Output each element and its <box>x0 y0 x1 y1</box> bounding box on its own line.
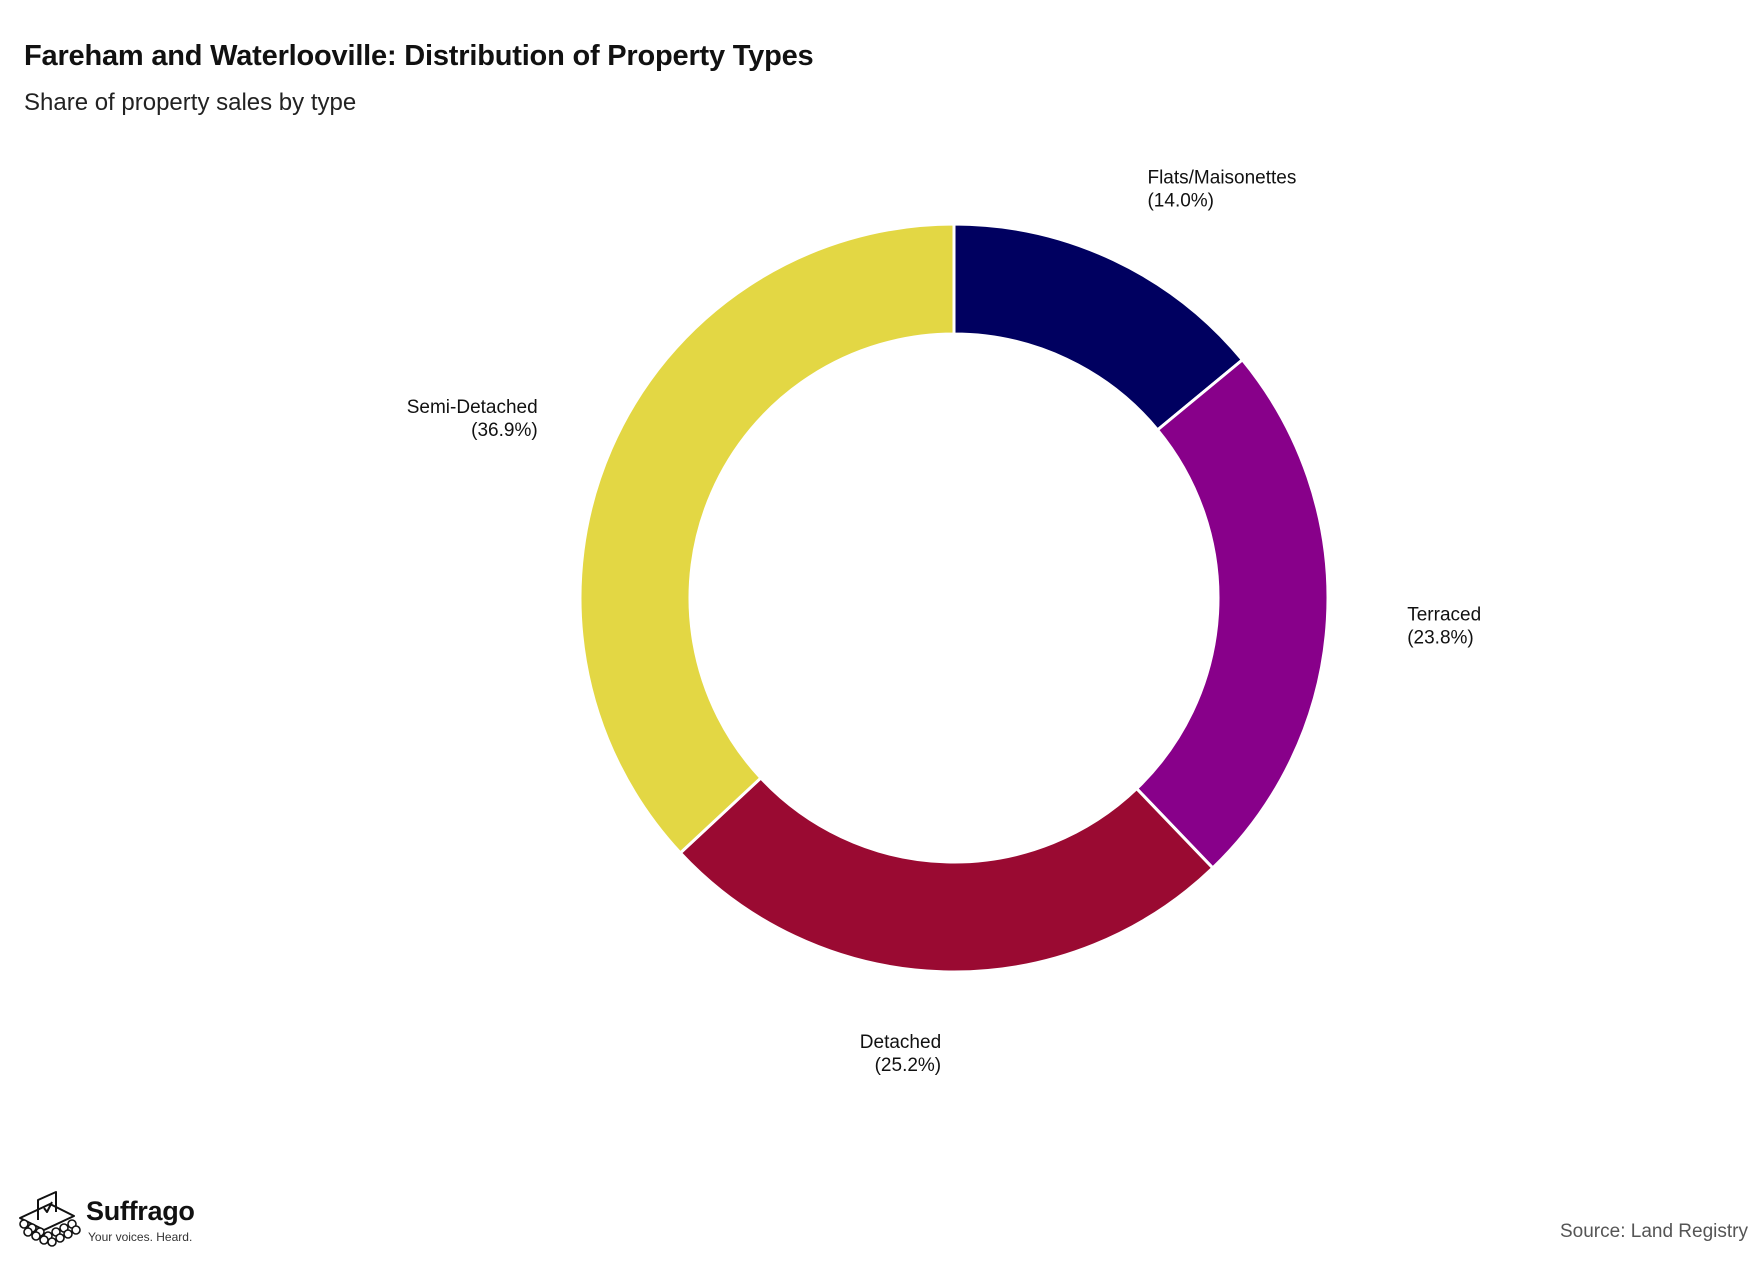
chart-title: Fareham and Waterlooville: Distribution … <box>24 40 814 72</box>
slice-label-value: (23.8%) <box>1407 627 1474 648</box>
slice-label-value: (36.9%) <box>471 420 538 441</box>
ballot-box-icon <box>19 1191 81 1247</box>
chart-subtitle: Share of property sales by type <box>24 89 357 116</box>
slice-label-name: Terraced <box>1407 604 1481 625</box>
slice-label-name: Semi-Detached <box>407 397 538 418</box>
slice-labels: Flats/Maisonettes (14.0%) Terraced (23.8%) D… <box>407 167 1481 1076</box>
slice-label: Semi-Detached (36.9%) <box>407 397 538 441</box>
slice-detached <box>678 775 1215 974</box>
suffrago-logo: Suffrago Your voices. Heard. <box>14 1190 204 1250</box>
slice-semi-detached <box>578 222 956 856</box>
logo-tagline: Your voices. Heard. <box>88 1230 193 1244</box>
slice-terraced <box>1134 357 1330 871</box>
slice-label: Terraced (23.8%) <box>1407 604 1481 648</box>
slice-label: Detached (25.2%) <box>860 1032 941 1076</box>
source-note: Source: Land Registry <box>1560 1221 1748 1242</box>
slice-label-name: Flats/Maisonettes <box>1147 167 1296 188</box>
logo-name: Suffrago <box>86 1196 195 1226</box>
slice-label-name: Detached <box>860 1032 941 1053</box>
slice-label-value: (14.0%) <box>1147 190 1214 211</box>
donut-slices <box>578 222 1330 974</box>
slice-label-value: (25.2%) <box>875 1055 942 1076</box>
slice-label: Flats/Maisonettes (14.0%) <box>1147 167 1296 211</box>
